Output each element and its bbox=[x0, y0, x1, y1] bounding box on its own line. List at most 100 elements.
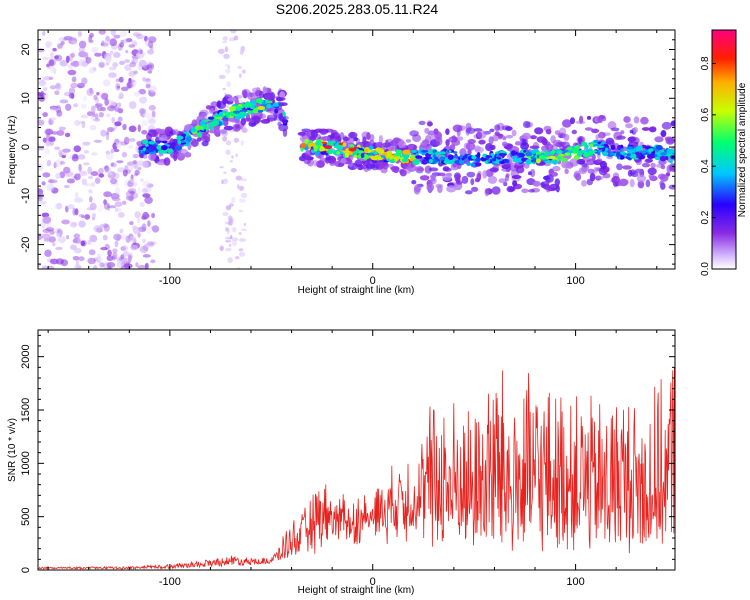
ridge-blob bbox=[349, 151, 353, 155]
ridge-blob bbox=[454, 160, 459, 165]
ridge-blob bbox=[196, 134, 203, 137]
noise-blob bbox=[41, 181, 46, 186]
halo-blob bbox=[348, 131, 358, 139]
noise-blob bbox=[142, 77, 146, 82]
ridge-blob bbox=[257, 109, 264, 113]
noise-blob bbox=[66, 235, 70, 240]
ridge-blob bbox=[630, 153, 637, 159]
ridge-blob bbox=[545, 156, 551, 160]
ridge-blob bbox=[344, 152, 349, 158]
ridge-blob bbox=[609, 152, 615, 156]
halo-blob bbox=[648, 126, 657, 133]
noise-blob bbox=[240, 178, 248, 182]
noise-blob bbox=[111, 255, 116, 261]
noise-blob bbox=[88, 39, 94, 43]
halo-blob bbox=[514, 141, 522, 146]
noise-blob bbox=[229, 235, 233, 239]
halo-blob bbox=[433, 128, 439, 135]
noise-blob bbox=[68, 53, 74, 62]
noise-blob bbox=[115, 142, 122, 148]
noise-blob bbox=[49, 105, 59, 110]
halo-blob bbox=[616, 163, 623, 171]
ridge-blob bbox=[327, 148, 334, 155]
noise-blob bbox=[77, 31, 83, 37]
noise-blob bbox=[242, 69, 246, 74]
noise-blob bbox=[128, 79, 136, 83]
noise-blob bbox=[230, 202, 233, 207]
noise-blob bbox=[74, 197, 84, 203]
halo-blob bbox=[366, 132, 371, 141]
noise-blob bbox=[146, 183, 154, 188]
halo-blob bbox=[427, 121, 433, 127]
noise-blob bbox=[58, 149, 63, 157]
noise-blob bbox=[151, 212, 156, 219]
noise-blob bbox=[100, 92, 108, 100]
halo-blob bbox=[173, 152, 178, 162]
noise-blob bbox=[105, 152, 114, 160]
noise-blob bbox=[107, 266, 112, 269]
noise-blob bbox=[71, 76, 77, 83]
noise-blob bbox=[222, 40, 227, 44]
noise-blob bbox=[132, 32, 141, 37]
noise-blob bbox=[65, 55, 70, 63]
noise-blob bbox=[59, 152, 68, 156]
halo-blob bbox=[522, 120, 531, 129]
noise-blob bbox=[61, 219, 70, 225]
noise-blob bbox=[107, 171, 116, 179]
noise-blob bbox=[74, 208, 79, 216]
halo-blob bbox=[216, 101, 227, 109]
noise-blob bbox=[96, 91, 100, 96]
noise-blob bbox=[46, 63, 50, 68]
noise-blob bbox=[94, 177, 101, 184]
snr-ylabel: SNR (10 * v/v) bbox=[7, 418, 18, 482]
noise-blob bbox=[115, 186, 120, 195]
noise-blob bbox=[225, 140, 232, 146]
noise-blob bbox=[89, 196, 93, 203]
noise-blob bbox=[147, 49, 155, 55]
halo-blob bbox=[241, 89, 251, 98]
ridge-blob bbox=[349, 144, 355, 149]
ridge-blob bbox=[412, 159, 420, 166]
noise-blob bbox=[238, 198, 246, 203]
ridge-blob bbox=[281, 119, 289, 124]
snr-frame bbox=[37, 329, 676, 571]
noise-blob bbox=[46, 183, 55, 192]
ridge-blob bbox=[601, 147, 606, 152]
halo-blob bbox=[220, 129, 227, 135]
halo-blob bbox=[659, 180, 664, 186]
halo-blob bbox=[393, 166, 400, 174]
ridge-blob bbox=[402, 158, 409, 163]
halo-blob bbox=[382, 162, 389, 170]
halo-blob bbox=[669, 164, 675, 172]
halo-blob bbox=[534, 127, 544, 135]
noise-blob bbox=[125, 190, 135, 198]
noise-blob bbox=[231, 237, 239, 242]
halo-blob bbox=[415, 166, 424, 174]
noise-blob bbox=[74, 119, 81, 127]
ridge-blob bbox=[470, 162, 476, 168]
halo-blob bbox=[530, 168, 536, 178]
noise-blob bbox=[146, 228, 152, 234]
noise-blob bbox=[239, 251, 246, 257]
noise-blob bbox=[63, 184, 70, 189]
halo-blob bbox=[280, 102, 288, 106]
noise-blob bbox=[88, 67, 95, 74]
noise-blob bbox=[48, 117, 52, 125]
ridge-blob bbox=[552, 159, 558, 165]
ridge-blob bbox=[181, 140, 185, 143]
halo-blob bbox=[489, 144, 496, 151]
halo-blob bbox=[424, 127, 430, 134]
noise-blob bbox=[118, 92, 124, 100]
noise-blob bbox=[49, 258, 59, 265]
noise-blob bbox=[84, 214, 91, 220]
ridge-blob bbox=[226, 112, 229, 116]
noise-blob bbox=[131, 181, 138, 187]
halo-blob bbox=[455, 176, 461, 183]
noise-blob bbox=[123, 136, 130, 145]
noise-blob bbox=[54, 55, 59, 60]
noise-blob bbox=[42, 57, 52, 60]
halo-blob bbox=[446, 185, 457, 193]
noise-blob bbox=[38, 163, 43, 172]
noise-blob bbox=[92, 111, 96, 118]
